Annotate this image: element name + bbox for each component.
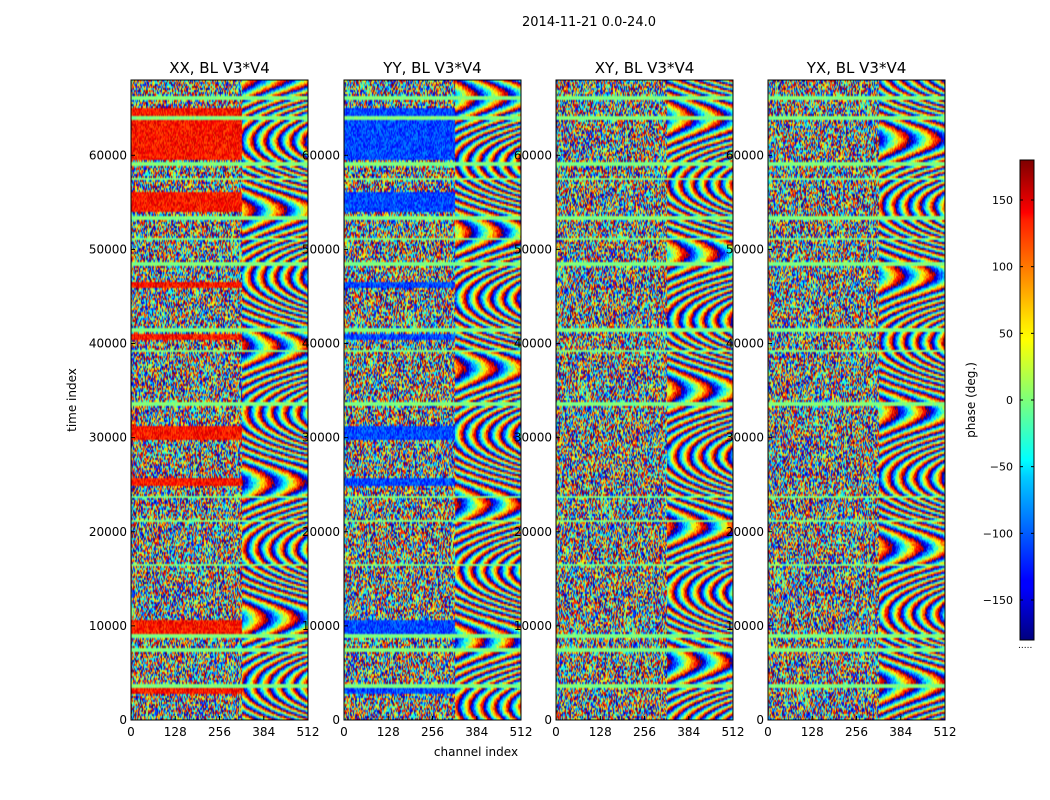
y-tick-label: 20000 (514, 525, 552, 539)
y-tick-label: 40000 (514, 337, 552, 351)
y-tick-label: 50000 (89, 242, 127, 256)
x-tick-label: 0 (552, 725, 560, 739)
panel-title: YX, BL V3*V4 (806, 59, 907, 77)
x-tick-label: 512 (934, 725, 957, 739)
y-tick-label: 30000 (89, 431, 127, 445)
x-tick-label: 128 (589, 725, 612, 739)
panel-3: XY, BL V3*V4 0 128 256 384 512 0 10000 20000 3000… (514, 59, 745, 739)
panel-2: YY, BL V3*V4 0 128 256 384 512 0 10000 20000 3000… (302, 59, 533, 739)
y-tick-label: 20000 (726, 525, 764, 539)
panel-heatmap-image (556, 80, 733, 720)
x-tick-label: 128 (377, 725, 400, 739)
y-tick-label: 40000 (89, 337, 127, 351)
x-tick-label: 0 (340, 725, 348, 739)
colorbar-tick-label: −150 (983, 594, 1013, 607)
y-tick-label: 0 (544, 713, 552, 727)
x-tick-label: 128 (801, 725, 824, 739)
x-tick-label: 256 (845, 725, 868, 739)
x-axis-label: channel index (434, 745, 518, 759)
y-tick-label: 30000 (302, 431, 340, 445)
colorbar: 150 100 50 0 −50 −100 −150 phase (deg.) ..... (964, 159, 1035, 651)
colorbar-tick-label: −100 (983, 527, 1013, 540)
colorbar-tick-label: 100 (992, 261, 1013, 274)
y-tick-label: 50000 (726, 242, 764, 256)
colorbar-offset-label: ..... (1018, 641, 1032, 651)
x-tick-label: 256 (208, 725, 231, 739)
panel-title: XY, BL V3*V4 (595, 59, 695, 77)
x-tick-label: 0 (764, 725, 772, 739)
y-tick-label: 10000 (726, 619, 764, 633)
colorbar-tick-label: −50 (990, 461, 1013, 474)
panels-layer: XX, BL V3*V4 0 128 256 384 512 0 10000 20000 3000… (89, 59, 957, 739)
y-tick-label: 0 (332, 713, 340, 727)
colorbar-tick-label: 150 (992, 194, 1013, 207)
y-tick-label: 20000 (89, 525, 127, 539)
x-tick-label: 0 (127, 725, 135, 739)
panel-4: YX, BL V3*V4 0 128 256 384 512 0 10000 20000 3000… (726, 59, 957, 739)
x-tick-label: 128 (164, 725, 187, 739)
y-tick-label: 50000 (514, 242, 552, 256)
x-tick-label: 512 (510, 725, 533, 739)
y-axis-label: time index (65, 368, 79, 432)
colorbar-tick-label: 0 (1006, 394, 1013, 407)
panel-title: YY, BL V3*V4 (382, 59, 481, 77)
y-tick-label: 10000 (89, 619, 127, 633)
y-tick-label: 0 (756, 713, 764, 727)
panel-heatmap-image (344, 80, 521, 720)
x-tick-label: 384 (252, 725, 275, 739)
x-tick-label: 512 (722, 725, 745, 739)
x-tick-label: 256 (633, 725, 656, 739)
x-tick-label: 512 (297, 725, 320, 739)
y-tick-label: 30000 (514, 431, 552, 445)
y-tick-label: 10000 (302, 619, 340, 633)
x-tick-label: 384 (889, 725, 912, 739)
y-tick-label: 60000 (726, 148, 764, 162)
x-tick-label: 384 (677, 725, 700, 739)
y-tick-label: 10000 (514, 619, 552, 633)
y-tick-label: 40000 (726, 337, 764, 351)
panel-title: XX, BL V3*V4 (169, 59, 270, 77)
panel-heatmap-image (131, 80, 308, 720)
y-tick-label: 20000 (302, 525, 340, 539)
x-tick-label: 256 (421, 725, 444, 739)
y-tick-label: 50000 (302, 242, 340, 256)
y-tick-label: 40000 (302, 337, 340, 351)
x-tick-label: 384 (465, 725, 488, 739)
panel-1: XX, BL V3*V4 0 128 256 384 512 0 10000 20000 3000… (89, 59, 320, 739)
colorbar-ticks: 150 100 50 0 −50 −100 −150 (983, 194, 1034, 607)
panel-heatmap-image (768, 80, 945, 720)
y-tick-label: 60000 (514, 148, 552, 162)
y-tick-label: 0 (119, 713, 127, 727)
y-tick-label: 30000 (726, 431, 764, 445)
figure-suptitle: 2014-11-21 0.0-24.0 (522, 15, 656, 30)
y-tick-label: 60000 (302, 148, 340, 162)
colorbar-label: phase (deg.) (964, 362, 978, 438)
y-tick-label: 60000 (89, 148, 127, 162)
colorbar-tick-label: 50 (999, 327, 1013, 340)
